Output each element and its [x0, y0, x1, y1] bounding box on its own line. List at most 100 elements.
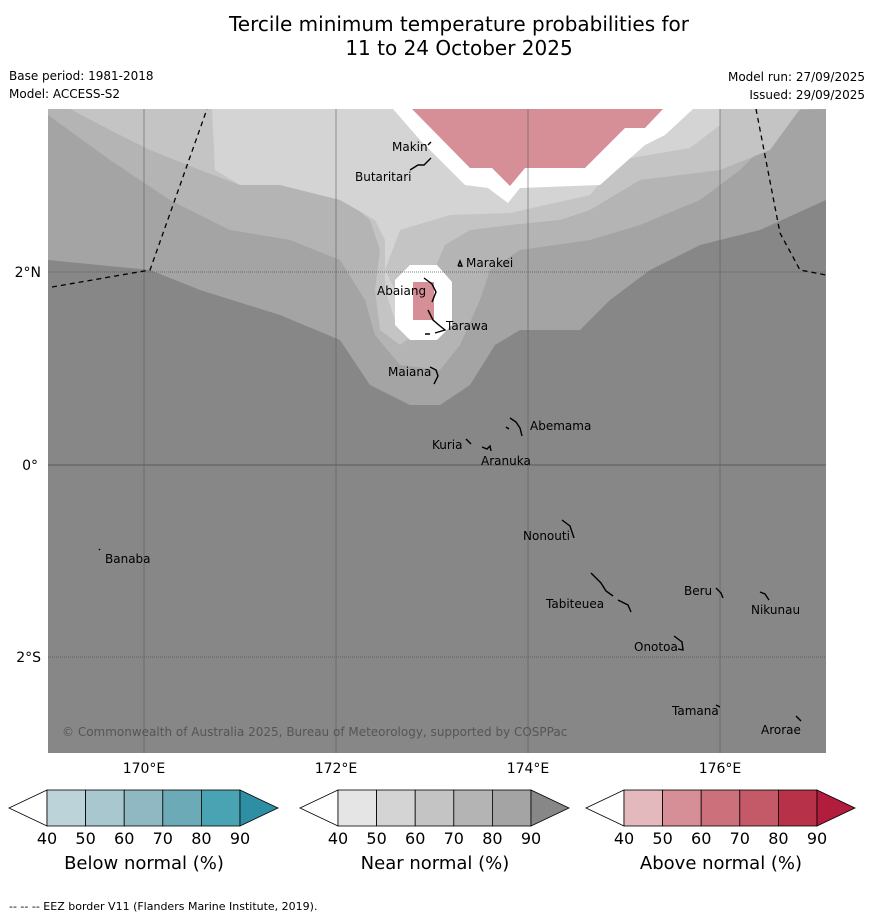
legend-tick-label: 50: [366, 829, 386, 848]
label-abemama: Abemama: [530, 419, 591, 433]
footer-note: -- -- -- EEZ border V11 (Flanders Marine…: [9, 900, 318, 913]
lat-label-0: 0°: [22, 458, 38, 474]
island-tamana: [715, 704, 721, 708]
island-makin: [427, 141, 432, 146]
legend-above-normal-label: Above normal (%): [639, 853, 803, 874]
above-normal-50-region: [412, 109, 663, 186]
lon-label-176e: 176°E: [699, 761, 742, 777]
legend-tick-label: 60: [114, 829, 134, 848]
label-kuria: Kuria: [432, 438, 463, 452]
island-marakei: [457, 259, 464, 267]
legend-above-normal: 40 50 60 70 80 90: [585, 789, 856, 848]
legend-near-normal: 40 50 60 70 80 90: [299, 789, 570, 848]
legend-swatch: [491, 789, 532, 827]
legend-tick-label: 40: [614, 829, 634, 848]
copyright-notice: © Commonwealth of Australia 2025, Bureau…: [62, 725, 567, 739]
island-butaritari: [409, 157, 432, 171]
label-butaritari: Butaritari: [355, 170, 412, 184]
legend-swatch: [162, 789, 202, 827]
base-period: Base period: 1981-2018: [9, 69, 154, 83]
label-makin: Makin: [392, 140, 428, 154]
island-beru: [715, 587, 724, 599]
legend-tick-label: 40: [328, 829, 348, 848]
legend-extend-high: [530, 789, 570, 827]
label-tamana: Tamana: [671, 704, 719, 718]
island-abaiang: [423, 277, 437, 303]
island-outlines: [98, 141, 802, 722]
legend-tick-label: 90: [230, 829, 250, 848]
island-tabiteuea: [590, 572, 632, 613]
island-nonouti: [561, 519, 575, 539]
lat-label-2n: 2°N: [15, 265, 41, 281]
legend-tick-label: 90: [807, 829, 827, 848]
legend-swatch: [337, 789, 377, 827]
label-onotoa: Onotoa: [634, 640, 678, 654]
lon-label-170e: 170°E: [123, 761, 166, 777]
map-panel: Makin Butaritari Marakei Abaiang Tarawa …: [15, 109, 826, 777]
legend-tick-label: 80: [191, 829, 211, 848]
label-nikunau: Nikunau: [751, 603, 800, 617]
legend-swatch: [700, 789, 741, 827]
legend-below-normal: 40 50 60 70 80 90: [8, 789, 279, 848]
island-aranuka: [481, 444, 492, 452]
legend-tick-label: 70: [153, 829, 173, 848]
legend-extend-high: [816, 789, 856, 827]
legend-extend-low: [299, 789, 339, 827]
label-beru: Beru: [684, 584, 712, 598]
legend-area: 40 50 60 70 80 90 40 50 60 70 80 90 40 50 60 70 80 90: [8, 789, 856, 848]
legend-swatch: [662, 789, 702, 827]
lat-label-2s: 2°S: [16, 650, 41, 666]
label-abaiang: Abaiang: [377, 284, 426, 298]
lon-label-174e: 174°E: [507, 761, 550, 777]
title-line-2: 11 to 24 October 2025: [345, 36, 573, 60]
legend-near-normal-label: Near normal (%): [360, 853, 510, 874]
legend-extend-low: [8, 789, 48, 827]
legend-tick-label: 70: [444, 829, 464, 848]
latitude-labels: 2°N 0° 2°S: [15, 265, 42, 666]
legend-tick-label: 40: [37, 829, 57, 848]
graticule: [48, 109, 826, 753]
label-tabiteuea: Tabiteuea: [545, 597, 604, 611]
legend-tick-label: 60: [691, 829, 711, 848]
model-name: Model: ACCESS-S2: [9, 87, 121, 101]
legend-tick-label: 70: [730, 829, 750, 848]
legend-tick-label: 80: [482, 829, 502, 848]
legend-tick-label: 60: [405, 829, 425, 848]
chart-title: Tercile minimum temperature probabilitie…: [0, 12, 873, 60]
legend-swatch: [414, 789, 455, 827]
legend-swatch: [46, 789, 86, 827]
label-nonouti: Nonouti: [523, 529, 570, 543]
legend-swatch: [623, 789, 663, 827]
model-run: Model run: 27/09/2025: [727, 70, 865, 84]
label-tarawa: Tarawa: [445, 319, 488, 333]
legend-swatch: [778, 789, 818, 827]
issued-date: Issued: 29/09/2025: [749, 88, 865, 102]
legend-extend-high: [239, 789, 279, 827]
island-tarawa: [425, 309, 447, 335]
legend-below-normal-label: Below normal (%): [64, 853, 224, 874]
island-kuria: [465, 438, 472, 445]
label-marakei: Marakei: [466, 256, 513, 270]
legend-swatch: [376, 789, 416, 827]
legend-extend-low: [585, 789, 625, 827]
label-aranuka: Aranuka: [481, 454, 531, 468]
legend-swatch: [739, 789, 779, 827]
legend-swatch: [123, 789, 164, 827]
island-banaba: [98, 548, 101, 551]
island-nikunau: [759, 591, 770, 601]
legend-tick-label: 50: [75, 829, 95, 848]
legend-swatch: [200, 789, 241, 827]
place-labels: Makin Butaritari Marakei Abaiang Tarawa …: [105, 140, 801, 737]
legend-swatch: [453, 789, 493, 827]
lon-label-172e: 172°E: [315, 761, 358, 777]
label-arorae: Arorae: [761, 723, 801, 737]
legend-swatch: [85, 789, 125, 827]
island-arorae: [795, 715, 802, 722]
island-abemama: [505, 417, 523, 437]
eez-border: [51, 109, 826, 288]
island-maiana: [429, 366, 439, 385]
legend-tick-label: 80: [768, 829, 788, 848]
label-maiana: Maiana: [388, 365, 431, 379]
legend-tick-label: 50: [652, 829, 672, 848]
legend-tick-label: 90: [521, 829, 541, 848]
